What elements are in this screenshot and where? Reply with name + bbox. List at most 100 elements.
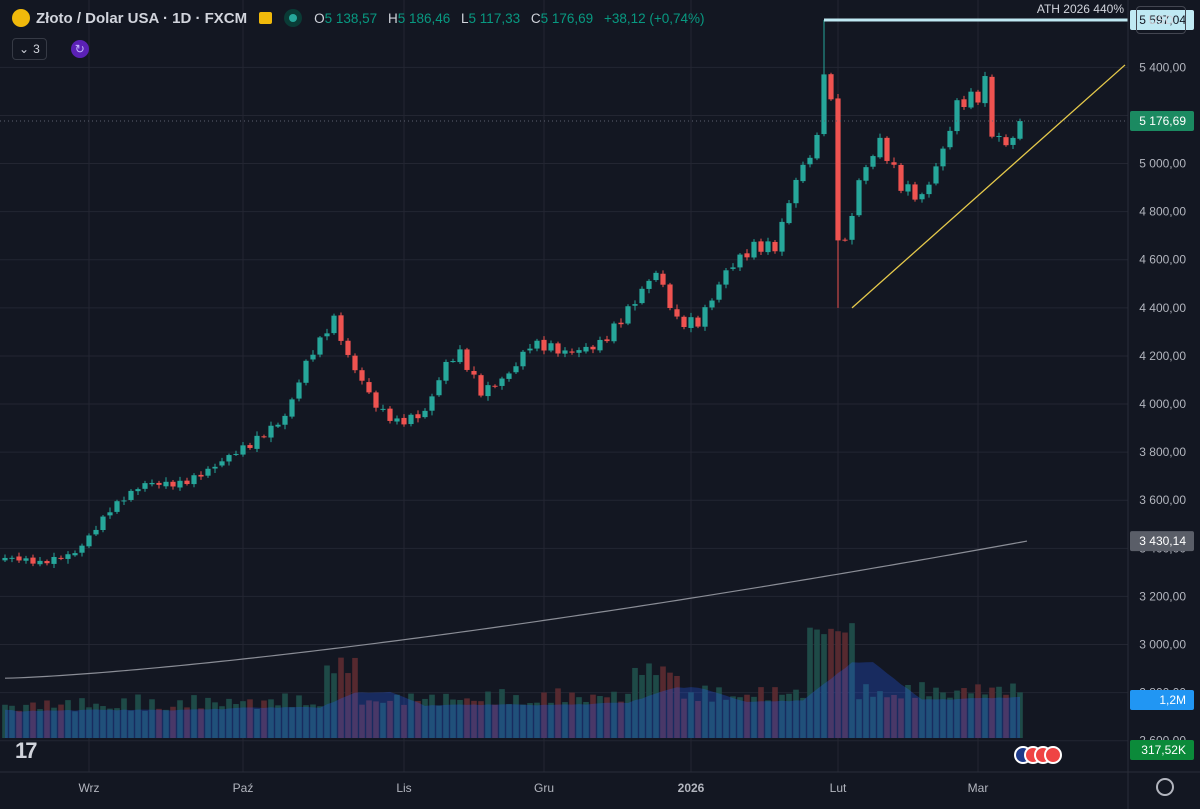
candle-body <box>772 241 778 252</box>
volume-tag-bg <box>1130 690 1194 710</box>
volume-bar <box>758 687 764 738</box>
candle <box>884 136 890 164</box>
candle-body <box>674 309 680 317</box>
candle <box>702 304 708 331</box>
candle-body <box>352 355 358 371</box>
volume-bar <box>401 704 407 738</box>
candle <box>681 315 687 330</box>
candle <box>569 348 575 355</box>
candle-body <box>93 529 99 535</box>
candle <box>331 313 337 335</box>
candle-body <box>79 545 85 553</box>
symbol-title[interactable]: Złoto / Dolar USA · 1D · FXCM <box>36 9 248 27</box>
candle <box>205 466 211 478</box>
ohlc-values: O5 138,57 H5 186,46 L5 117,33 C5 176,69 … <box>314 10 705 26</box>
volume-bar <box>471 700 477 738</box>
settings-gear-icon[interactable] <box>1156 778 1174 796</box>
indicators-toggle-button[interactable]: ⌄ 3 <box>12 38 47 60</box>
volume-bar <box>884 697 890 738</box>
volume-bar <box>275 705 281 738</box>
volume-bar <box>177 700 183 738</box>
candle-body <box>415 414 421 419</box>
candle-body <box>2 557 8 561</box>
volume-bar <box>730 696 736 738</box>
candle <box>947 126 953 150</box>
volume-bar <box>254 708 260 738</box>
candle <box>219 457 225 468</box>
candle-body <box>800 164 806 182</box>
candle-body <box>982 76 988 104</box>
candle <box>954 98 960 135</box>
candle <box>583 343 589 354</box>
chevron-down-icon: ⌄ <box>19 42 30 56</box>
volume-bar <box>555 688 561 738</box>
event-icon[interactable] <box>1044 746 1062 764</box>
volume-ma-tag: 317,52K <box>1141 743 1186 757</box>
ath-price-tag: 5 597,04 <box>1139 13 1186 27</box>
volume-bar <box>352 657 358 738</box>
candle <box>408 413 414 427</box>
volume-bar <box>499 689 505 738</box>
volume-bar <box>653 675 659 738</box>
candle-body <box>58 557 64 559</box>
events-flags[interactable] <box>1014 746 1062 764</box>
volume-bar <box>877 691 883 738</box>
candle-body <box>520 351 526 367</box>
flag-icon[interactable] <box>259 12 273 24</box>
volume-bar <box>58 704 64 738</box>
volume-bar <box>51 707 57 738</box>
candle <box>478 373 484 398</box>
candle-body <box>709 300 715 308</box>
candle <box>772 240 778 254</box>
candle-body <box>1010 137 1016 145</box>
candle-body <box>786 203 792 224</box>
candle-body <box>464 349 470 370</box>
candle-body <box>485 385 491 397</box>
candle <box>485 381 491 401</box>
candle-body <box>114 501 120 512</box>
candle-body <box>569 351 575 353</box>
volume-bar <box>79 698 85 738</box>
volume-bar <box>289 707 295 738</box>
candle <box>758 238 764 255</box>
candle <box>646 279 652 294</box>
candle <box>506 371 512 382</box>
candle-body <box>457 349 463 363</box>
candle <box>184 477 190 486</box>
volume-bar <box>296 695 302 738</box>
candle-body <box>821 74 827 135</box>
volume-bar <box>338 657 344 738</box>
candle-body <box>135 489 141 492</box>
candle-body <box>849 215 855 240</box>
candle-body <box>387 408 393 421</box>
candle <box>373 390 379 412</box>
indicator-count: 3 <box>33 42 40 56</box>
volume-bar <box>926 696 932 738</box>
x-tick-label: 2026 <box>678 781 705 795</box>
candle-body <box>639 288 645 304</box>
candle <box>940 146 946 171</box>
volume-bar <box>107 708 113 738</box>
volume-bar <box>870 696 876 738</box>
candle <box>562 347 568 358</box>
volume-bar <box>898 698 904 738</box>
candle <box>842 237 848 242</box>
tradingview-logo-icon[interactable]: 17 <box>15 738 38 763</box>
x-tick-label: Mar <box>968 781 989 795</box>
volume-bar <box>37 709 43 738</box>
sync-icon[interactable]: ↻ <box>70 40 89 58</box>
candle-body <box>653 272 659 281</box>
candle-body <box>408 414 414 425</box>
volume-bar <box>359 704 365 738</box>
volume-bar <box>863 684 869 738</box>
candle <box>751 239 757 260</box>
market-status-icon[interactable] <box>284 9 303 27</box>
candle-body <box>730 267 736 269</box>
candle <box>499 376 505 390</box>
candle-body <box>884 137 890 161</box>
candle-body <box>912 184 918 200</box>
candle-body <box>492 385 498 387</box>
y-tick-label: 5 400,00 <box>1139 60 1186 74</box>
currency-select[interactable]: USD <box>1136 6 1186 34</box>
